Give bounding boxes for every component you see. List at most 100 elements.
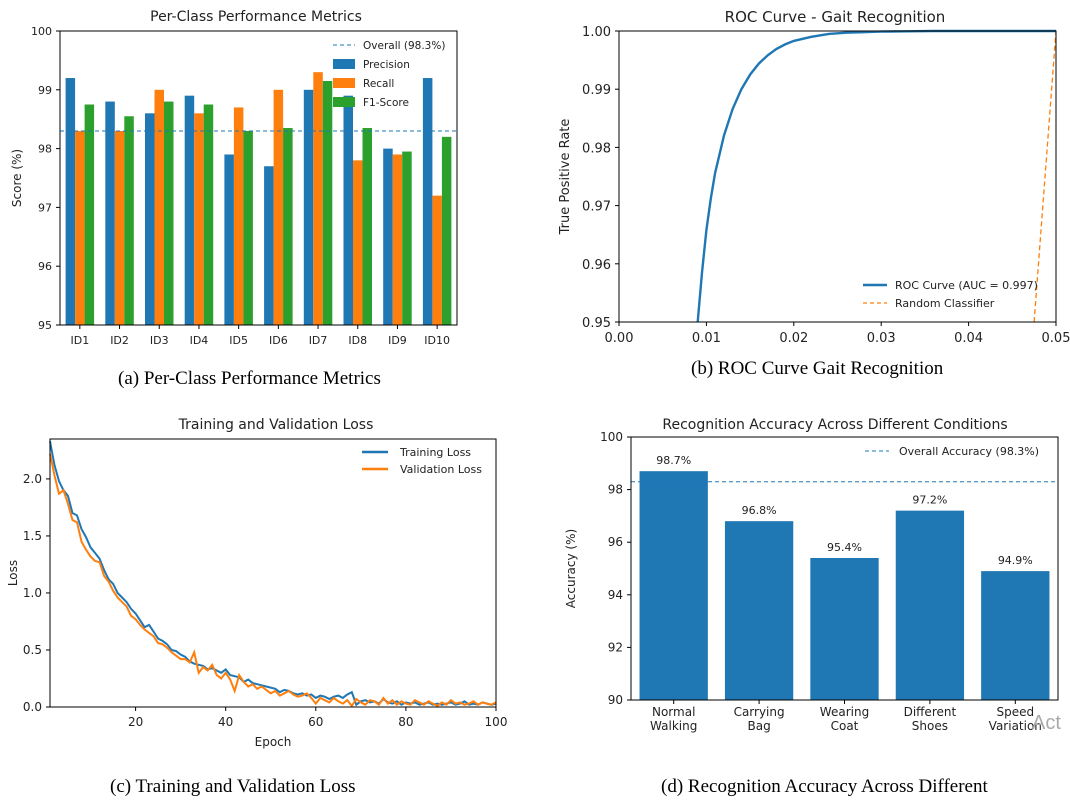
bar-precision [343, 95, 353, 326]
x-tick-label: Wearing [820, 705, 869, 719]
y-tick-label: 1.5 [23, 529, 42, 543]
caption-b: (b) ROC Curve Gait Recognition [691, 358, 944, 379]
x-tick-label: 40 [218, 715, 233, 729]
y-tick-label: 98 [608, 483, 623, 497]
bar-f1-score [164, 101, 174, 325]
bar-recall [313, 72, 323, 325]
bar-recall [114, 130, 125, 325]
legend-label: Overall (98.3%) [363, 40, 445, 52]
x-tick-label: ID7 [309, 334, 328, 347]
panel-d: Recognition Accuracy Across Different Co… [535, 405, 1070, 760]
bar-f1-score [362, 128, 372, 325]
roc-curve-chart: ROC Curve - Gait Recognition True Positiv… [558, 8, 1070, 346]
bar-f1-score [322, 80, 333, 325]
x-tick-label: ID3 [150, 334, 169, 347]
x-tick-label: ID2 [110, 334, 129, 347]
y-tick-label: 0.98 [582, 141, 611, 156]
y-tick-label: 100 [600, 430, 623, 444]
bar-f1-score [402, 151, 412, 325]
loss-curve-chart: Training and Validation Loss Loss Epoch 0.0… [6, 417, 508, 749]
y-tick-label: 0.97 [582, 200, 611, 215]
x-tick-label: 0.00 [605, 331, 634, 346]
y-tick-label: 100 [31, 25, 52, 38]
bar-recall [75, 130, 85, 325]
y-tick-label: 98 [38, 143, 52, 156]
loss-line-validation-loss [49, 453, 497, 708]
legend-label: Precision [363, 59, 410, 71]
x-tick-label: 0.05 [1042, 331, 1070, 346]
legend-swatch [333, 59, 355, 69]
y-tick-label: 90 [608, 693, 623, 707]
y-tick-label: 95 [38, 319, 52, 332]
bar-value-label: 94.9% [998, 554, 1033, 567]
legend-label: Overall Accuracy (98.3%) [899, 445, 1039, 458]
watermark-text: Act [1032, 712, 1061, 734]
condition-accuracy-chart: Recognition Accuracy Across Different Co… [564, 417, 1059, 733]
x-tick-label: 60 [308, 715, 323, 729]
x-tick-label: ID4 [190, 334, 209, 347]
y-tick-label: 1.0 [23, 586, 42, 600]
y-tick-label: 0.99 [582, 83, 611, 98]
y-tick-label: 99 [38, 84, 52, 97]
y-tick-label: 96 [38, 260, 52, 273]
x-tick-label: Walking [650, 719, 697, 733]
y-tick-label: 96 [608, 535, 623, 549]
legend-swatch [333, 78, 355, 88]
y-axis-label: Loss [6, 560, 20, 586]
bar-precision [145, 113, 155, 325]
loss-line-training-loss [49, 441, 497, 707]
chart-title: Recognition Accuracy Across Different Co… [662, 417, 1007, 433]
x-tick-label: ID8 [348, 334, 367, 347]
y-tick-label: 0.96 [582, 258, 611, 273]
y-axis-label: True Positive Rate [558, 119, 573, 236]
x-tick-label: 80 [398, 715, 413, 729]
bar-precision [224, 154, 234, 325]
accuracy-bar [724, 521, 794, 700]
bar-recall [353, 160, 363, 325]
y-tick-label: 92 [608, 640, 623, 654]
plot-frame [630, 436, 1059, 701]
x-tick-label: 0.01 [692, 331, 721, 346]
legend-swatch [333, 97, 355, 107]
legend-label: Validation Loss [400, 463, 482, 476]
bar-precision [105, 101, 115, 325]
x-tick-label: 100 [485, 715, 508, 729]
accuracy-bar [895, 510, 965, 700]
x-tick-label: 20 [128, 715, 143, 729]
panel-b: ROC Curve - Gait Recognition True Positiv… [535, 0, 1070, 360]
chart-title: ROC Curve - Gait Recognition [725, 8, 946, 26]
random-classifier-line [1033, 30, 1056, 322]
bar-precision [383, 148, 393, 325]
x-axis-label: Epoch [255, 735, 292, 749]
x-tick-label: 0.04 [954, 331, 983, 346]
x-tick-label: 0.03 [867, 331, 896, 346]
y-tick-label: 1.00 [582, 25, 611, 40]
bar-precision [65, 78, 76, 325]
bar-recall [154, 89, 164, 325]
y-axis-label: Accuracy (%) [564, 529, 578, 608]
y-tick-label: 0.5 [23, 643, 42, 657]
bar-precision [303, 89, 314, 325]
legend-label: F1-Score [363, 97, 409, 109]
bar-value-label: 96.8% [742, 504, 777, 517]
caption-d: (d) Recognition Accuracy Across Differen… [661, 776, 988, 797]
bar-recall [233, 107, 244, 325]
legend-label: Random Classifier [895, 297, 995, 310]
panel-a: Per-Class Performance Metrics Score (%) 95… [0, 0, 535, 360]
x-tick-label: ID1 [70, 334, 89, 347]
x-tick-label: ID10 [424, 334, 450, 347]
panel-c: Training and Validation Loss Loss Epoch 0.0… [0, 405, 535, 760]
legend-label: ROC Curve (AUC = 0.997) [895, 279, 1038, 292]
bar-recall [432, 195, 442, 325]
x-tick-label: ID5 [229, 334, 248, 347]
caption-a: (a) Per-Class Performance Metrics [118, 368, 381, 389]
plot-frame [49, 438, 497, 708]
bar-f1-score [283, 128, 293, 325]
bar-precision [422, 78, 433, 325]
x-tick-label: Normal [652, 705, 695, 719]
bar-value-label: 95.4% [827, 541, 862, 554]
y-tick-label: 97 [38, 201, 52, 214]
x-tick-label: Different [904, 705, 957, 719]
plot-frame [59, 30, 458, 326]
bar-precision [264, 166, 274, 325]
